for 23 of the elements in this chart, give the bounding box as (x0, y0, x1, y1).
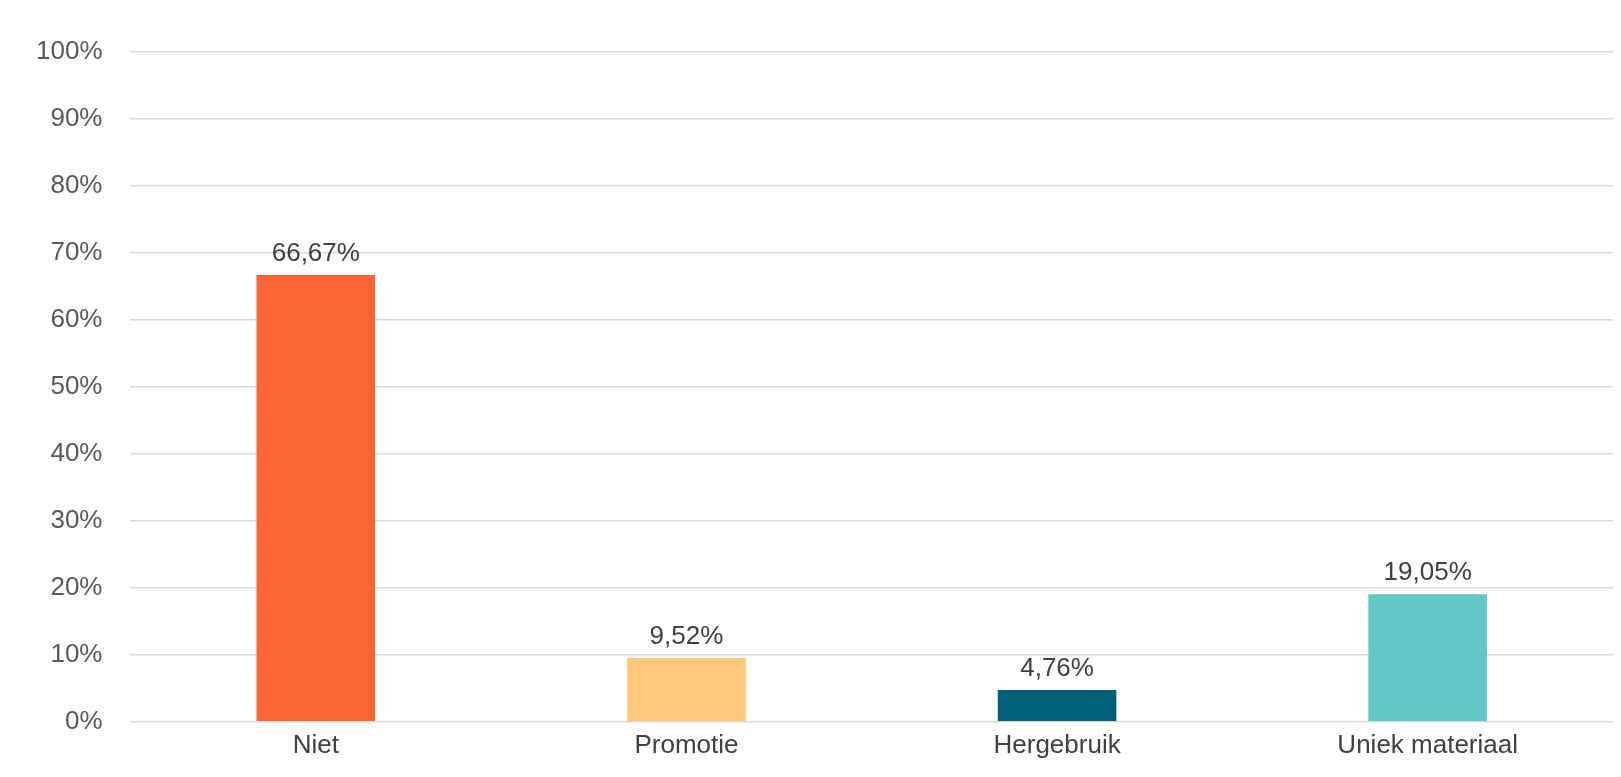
y-tick-label: 70% (50, 235, 103, 266)
x-tick-label: Hergebruik (993, 728, 1122, 759)
data-label: 9,52% (649, 620, 724, 651)
data-label: 66,67% (271, 237, 360, 268)
y-tick-label: 100% (36, 34, 103, 65)
y-tick-label: 30% (50, 503, 103, 534)
y-tick-label: 90% (50, 101, 103, 132)
bar (627, 658, 746, 722)
y-tick-label: 50% (50, 369, 103, 400)
y-tick-label: 60% (50, 302, 103, 333)
bar (1368, 594, 1487, 722)
y-tick-label: 80% (50, 168, 103, 199)
x-tick-label: Niet (292, 728, 340, 759)
y-tick-label: 10% (50, 637, 103, 668)
y-tick-label: 20% (50, 570, 103, 601)
y-tick-label: 0% (64, 704, 103, 735)
x-tick-label: Promotie (634, 728, 739, 759)
y-tick-label: 40% (50, 436, 103, 467)
bar (997, 689, 1117, 722)
x-tick-label: Uniek materiaal (1337, 728, 1519, 759)
data-label: 4,76% (1020, 652, 1094, 683)
data-label: 19,05% (1383, 556, 1472, 587)
bar (256, 274, 376, 722)
